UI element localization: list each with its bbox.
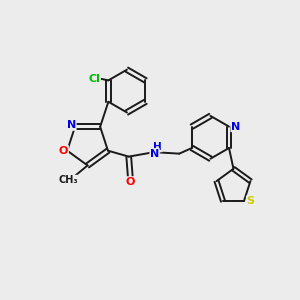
Text: N: N: [67, 120, 76, 130]
Text: N: N: [231, 122, 240, 132]
Text: N: N: [150, 148, 159, 159]
Text: Cl: Cl: [88, 74, 100, 84]
Text: CH₃: CH₃: [58, 175, 78, 185]
Text: O: O: [125, 177, 135, 187]
Text: O: O: [59, 146, 68, 156]
Text: S: S: [247, 196, 254, 206]
Text: H: H: [153, 142, 162, 152]
